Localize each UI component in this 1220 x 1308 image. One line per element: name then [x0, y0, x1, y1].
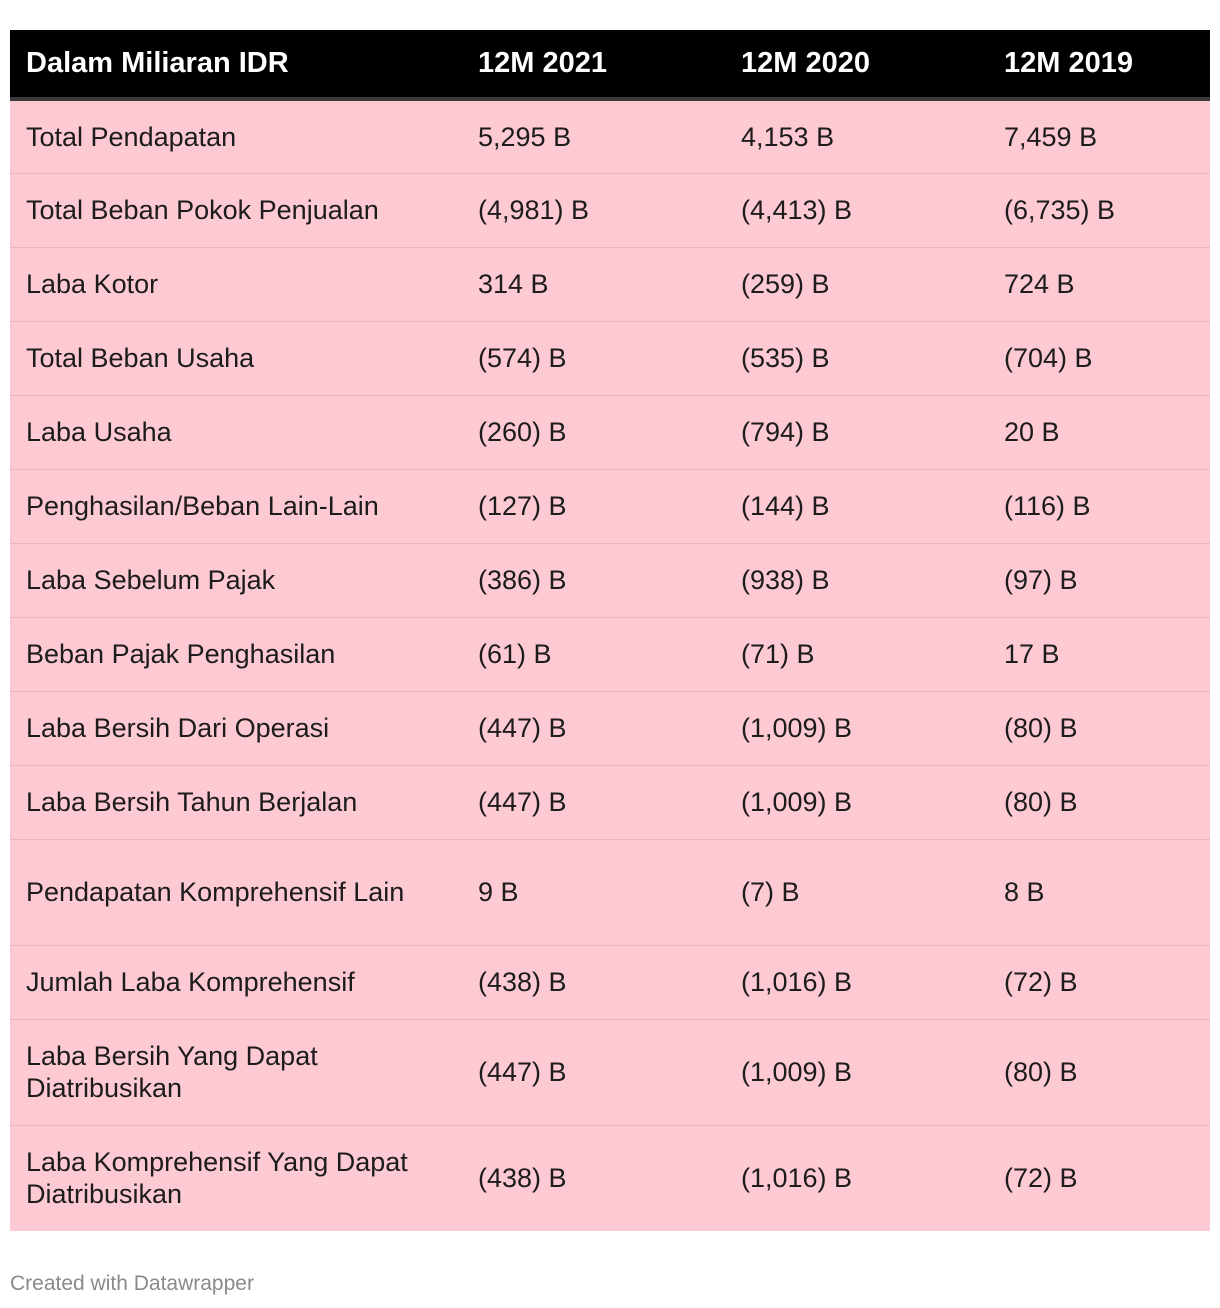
- cell-2019: 724 B: [988, 247, 1210, 322]
- cell-2020: (938) B: [725, 543, 988, 618]
- cell-2019: (80) B: [988, 1019, 1210, 1126]
- cell-2019: (704) B: [988, 321, 1210, 396]
- income-statement-table-container: Dalam Miliaran IDR 12M 2021 12M 2020 12M…: [10, 30, 1210, 1231]
- cell-2019: (116) B: [988, 469, 1210, 544]
- table-row: Laba Kotor 314 B (259) B 724 B: [10, 247, 1210, 322]
- header-2021-column: 12M 2021: [462, 30, 725, 101]
- table-row: Beban Pajak Penghasilan (61) B (71) B 17…: [10, 617, 1210, 692]
- cell-2021: (61) B: [462, 617, 725, 692]
- header-2019-column: 12M 2019: [988, 30, 1210, 101]
- cell-2020: (1,016) B: [725, 1125, 988, 1231]
- row-label: Total Beban Usaha: [10, 321, 462, 396]
- cell-2020: 4,153 B: [725, 99, 988, 174]
- row-label: Jumlah Laba Komprehensif: [10, 945, 462, 1020]
- cell-2021: (386) B: [462, 543, 725, 618]
- cell-2021: (127) B: [462, 469, 725, 544]
- header-label-column: Dalam Miliaran IDR: [10, 30, 462, 101]
- cell-2019: (80) B: [988, 765, 1210, 840]
- row-label: Total Pendapatan: [10, 99, 462, 174]
- cell-2019: 7,459 B: [988, 99, 1210, 174]
- cell-2021: (438) B: [462, 945, 725, 1020]
- row-label: Laba Bersih Dari Operasi: [10, 691, 462, 766]
- cell-2021: (574) B: [462, 321, 725, 396]
- cell-2021: (447) B: [462, 691, 725, 766]
- cell-2019: 17 B: [988, 617, 1210, 692]
- header-row: Dalam Miliaran IDR 12M 2021 12M 2020 12M…: [10, 30, 1210, 101]
- cell-2020: (1,009) B: [725, 1019, 988, 1126]
- table-row: Laba Bersih Yang Dapat Diatribusikan (44…: [10, 1019, 1210, 1126]
- cell-2021: (4,981) B: [462, 173, 725, 248]
- row-label: Laba Sebelum Pajak: [10, 543, 462, 618]
- datawrapper-credit: Created with Datawrapper: [10, 1272, 254, 1295]
- table-row: Laba Sebelum Pajak (386) B (938) B (97) …: [10, 543, 1210, 618]
- table-row: Total Beban Pokok Penjualan (4,981) B (4…: [10, 173, 1210, 248]
- row-label: Laba Komprehensif Yang Dapat Diatribusik…: [10, 1125, 462, 1231]
- cell-2021: (447) B: [462, 1019, 725, 1126]
- table-row: Pendapatan Komprehensif Lain 9 B (7) B 8…: [10, 839, 1210, 946]
- cell-2020: (1,009) B: [725, 765, 988, 840]
- cell-2019: (6,735) B: [988, 173, 1210, 248]
- row-label: Total Beban Pokok Penjualan: [10, 173, 462, 248]
- cell-2021: (260) B: [462, 395, 725, 470]
- table-row: Jumlah Laba Komprehensif (438) B (1,016)…: [10, 945, 1210, 1020]
- row-label: Laba Usaha: [10, 395, 462, 470]
- cell-2020: (4,413) B: [725, 173, 988, 248]
- header-2020-column: 12M 2020: [725, 30, 988, 101]
- row-label: Pendapatan Komprehensif Lain: [10, 839, 462, 946]
- cell-2019: (97) B: [988, 543, 1210, 618]
- cell-2021: (447) B: [462, 765, 725, 840]
- cell-2020: (71) B: [725, 617, 988, 692]
- row-label: Laba Bersih Yang Dapat Diatribusikan: [10, 1019, 462, 1126]
- cell-2021: 5,295 B: [462, 99, 725, 174]
- table-body: Total Pendapatan 5,295 B 4,153 B 7,459 B…: [10, 99, 1210, 1231]
- row-label: Penghasilan/Beban Lain-Lain: [10, 469, 462, 544]
- table-row: Laba Bersih Dari Operasi (447) B (1,009)…: [10, 691, 1210, 766]
- cell-2020: (1,016) B: [725, 945, 988, 1020]
- cell-2020: (535) B: [725, 321, 988, 396]
- table-row: Laba Usaha (260) B (794) B 20 B: [10, 395, 1210, 470]
- cell-2020: (794) B: [725, 395, 988, 470]
- cell-2020: (259) B: [725, 247, 988, 322]
- cell-2019: (80) B: [988, 691, 1210, 766]
- table-row: Total Beban Usaha (574) B (535) B (704) …: [10, 321, 1210, 396]
- table-row: Total Pendapatan 5,295 B 4,153 B 7,459 B: [10, 99, 1210, 174]
- cell-2021: 314 B: [462, 247, 725, 322]
- table-row: Laba Komprehensif Yang Dapat Diatribusik…: [10, 1125, 1210, 1231]
- cell-2021: 9 B: [462, 839, 725, 946]
- income-statement-table: Dalam Miliaran IDR 12M 2021 12M 2020 12M…: [10, 30, 1210, 1231]
- table-row: Laba Bersih Tahun Berjalan (447) B (1,00…: [10, 765, 1210, 840]
- cell-2020: (144) B: [725, 469, 988, 544]
- cell-2019: (72) B: [988, 1125, 1210, 1231]
- row-label: Laba Kotor: [10, 247, 462, 322]
- row-label: Laba Bersih Tahun Berjalan: [10, 765, 462, 840]
- cell-2019: (72) B: [988, 945, 1210, 1020]
- cell-2019: 8 B: [988, 839, 1210, 946]
- cell-2020: (7) B: [725, 839, 988, 946]
- cell-2020: (1,009) B: [725, 691, 988, 766]
- row-label: Beban Pajak Penghasilan: [10, 617, 462, 692]
- table-header: Dalam Miliaran IDR 12M 2021 12M 2020 12M…: [10, 30, 1210, 101]
- cell-2019: 20 B: [988, 395, 1210, 470]
- table-row: Penghasilan/Beban Lain-Lain (127) B (144…: [10, 469, 1210, 544]
- cell-2021: (438) B: [462, 1125, 725, 1231]
